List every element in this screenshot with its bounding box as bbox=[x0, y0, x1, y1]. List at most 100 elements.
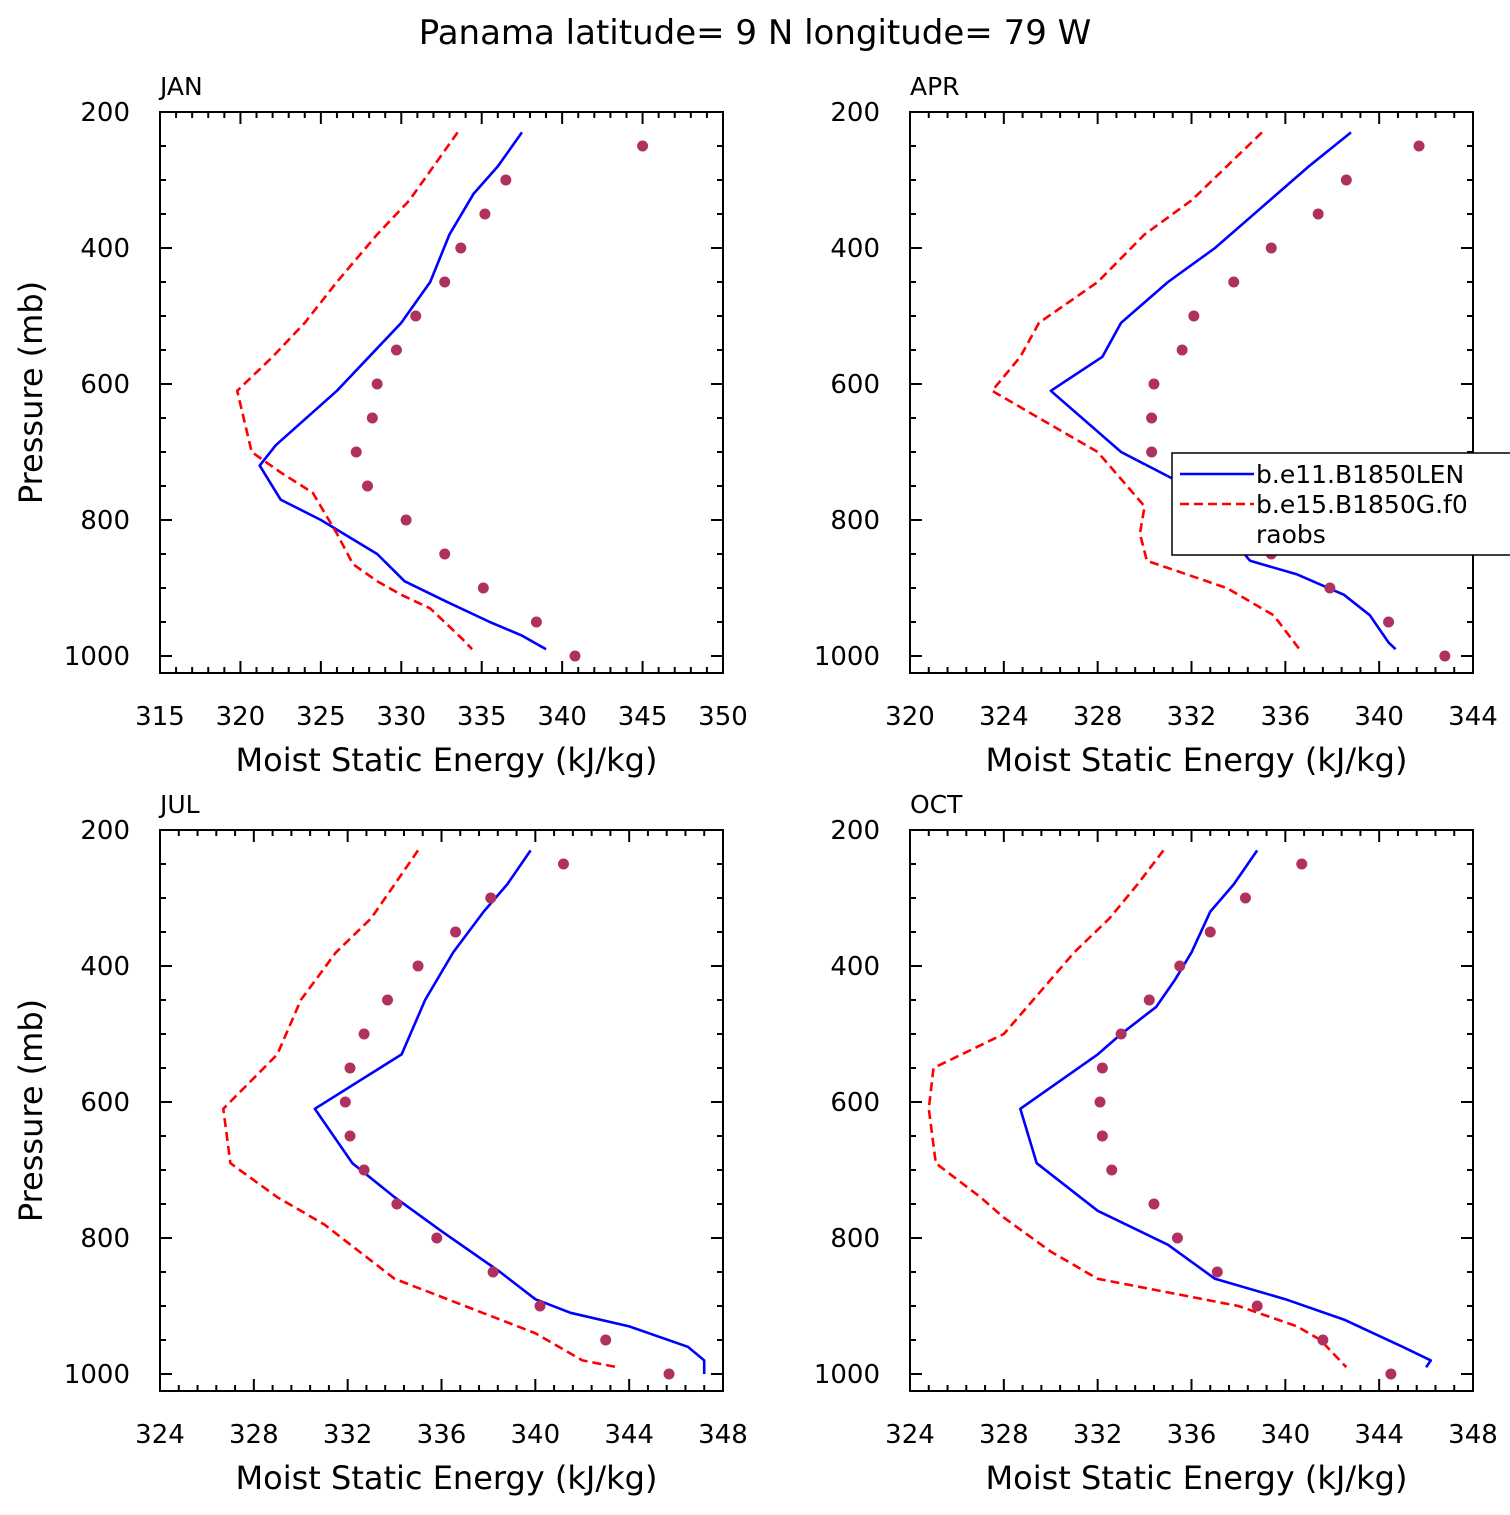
raobs-point bbox=[455, 242, 467, 254]
raobs-point bbox=[1106, 1164, 1118, 1176]
raobs-point bbox=[663, 1368, 675, 1380]
raobs-point bbox=[431, 1232, 443, 1244]
raobs-point bbox=[344, 1062, 356, 1074]
x-tick-label: 348 bbox=[1448, 1420, 1498, 1450]
x-tick-label: 344 bbox=[1354, 1420, 1404, 1450]
panel-apr: 320 324 328 332 336 340 344 200 400 600 800 1000 APR… bbox=[814, 72, 1498, 779]
y-tick-label: 200 bbox=[830, 98, 880, 128]
x-tick-label: 315 bbox=[135, 702, 185, 732]
series-line-b-e15 bbox=[235, 131, 474, 651]
raobs-point bbox=[1148, 378, 1160, 390]
x-tick-label: 325 bbox=[296, 702, 346, 732]
y-tick-label: 400 bbox=[80, 952, 130, 982]
legend-label: b.e15.B1850G.f0 bbox=[1256, 490, 1468, 519]
y-tick-label: 600 bbox=[80, 370, 130, 400]
x-tick-label: 344 bbox=[604, 1420, 654, 1450]
x-tick-label: 324 bbox=[885, 1420, 935, 1450]
x-tick-label: 330 bbox=[376, 702, 426, 732]
main-title: Panama latitude= 9 N longitude= 79 W bbox=[419, 13, 1092, 53]
x-tick-label: 340 bbox=[1261, 1420, 1311, 1450]
raobs-point bbox=[1239, 892, 1251, 904]
x-tick-label: 324 bbox=[979, 702, 1029, 732]
raobs-point bbox=[350, 446, 362, 458]
raobs-point bbox=[362, 480, 374, 492]
x-tick-label: 345 bbox=[618, 702, 668, 732]
raobs-point bbox=[366, 412, 378, 424]
raobs-point bbox=[637, 140, 649, 152]
raobs-point bbox=[400, 514, 412, 526]
raobs-point bbox=[1094, 1096, 1106, 1108]
x-tick-label: 332 bbox=[1073, 1420, 1123, 1450]
raobs-point bbox=[1383, 616, 1395, 628]
raobs-point bbox=[477, 582, 489, 594]
x-axis-label: Moist Static Energy (kJ/kg) bbox=[986, 741, 1408, 779]
raobs-point bbox=[412, 960, 424, 972]
series-line-b-e11 bbox=[258, 131, 547, 651]
series-line-b-e15 bbox=[222, 849, 618, 1369]
y-tick-label: 200 bbox=[80, 816, 130, 846]
raobs-point bbox=[1413, 140, 1425, 152]
series-line-b-e15 bbox=[990, 131, 1301, 650]
plot-frame bbox=[909, 829, 1474, 1392]
x-tick-label: 340 bbox=[537, 702, 587, 732]
raobs-point bbox=[1174, 960, 1186, 972]
x-tick-label: 332 bbox=[1167, 702, 1217, 732]
raobs-point bbox=[410, 310, 422, 322]
x-tick-label: 336 bbox=[417, 1420, 467, 1450]
x-tick-label: 320 bbox=[885, 702, 935, 732]
y-axis-label: Pressure (mb) bbox=[12, 281, 50, 504]
plot-frame bbox=[159, 829, 724, 1392]
y-tick-label: 200 bbox=[80, 98, 130, 128]
raobs-point bbox=[1324, 582, 1336, 594]
y-tick-label: 600 bbox=[80, 1088, 130, 1118]
raobs-point bbox=[1385, 1368, 1397, 1380]
x-tick-label: 335 bbox=[457, 702, 507, 732]
raobs-point bbox=[439, 276, 451, 288]
y-tick-label: 400 bbox=[830, 952, 880, 982]
y-tick-label: 800 bbox=[830, 1224, 880, 1254]
y-tick-label: 1000 bbox=[64, 1360, 130, 1390]
x-tick-label: 320 bbox=[216, 702, 266, 732]
x-tick-label: 336 bbox=[1261, 702, 1311, 732]
x-tick-label: 328 bbox=[979, 1420, 1029, 1450]
raobs-point bbox=[600, 1334, 612, 1346]
raobs-point bbox=[1146, 412, 1158, 424]
raobs-point bbox=[450, 926, 462, 938]
y-axis-label: Pressure (mb) bbox=[12, 999, 50, 1222]
raobs-point bbox=[530, 616, 542, 628]
y-tick-label: 800 bbox=[80, 506, 130, 536]
x-tick-label: 340 bbox=[511, 1420, 561, 1450]
y-tick-label: 1000 bbox=[814, 642, 880, 672]
raobs-point bbox=[1096, 1062, 1108, 1074]
raobs-point bbox=[1204, 926, 1216, 938]
raobs-point bbox=[391, 1198, 403, 1210]
y-tick-label: 1000 bbox=[64, 642, 130, 672]
series-line-b-e11 bbox=[1049, 131, 1397, 651]
raobs-point bbox=[1115, 1028, 1127, 1040]
legend-label: raobs bbox=[1256, 520, 1326, 549]
raobs-point bbox=[500, 174, 512, 186]
panel-label: JUL bbox=[158, 790, 200, 819]
raobs-point bbox=[1211, 1266, 1223, 1278]
raobs-point bbox=[382, 994, 394, 1006]
y-tick-label: 200 bbox=[830, 816, 880, 846]
raobs-point bbox=[358, 1028, 370, 1040]
series-line-b-e11 bbox=[1018, 849, 1433, 1368]
raobs-point bbox=[1096, 1130, 1108, 1142]
series-line-b-e11 bbox=[313, 849, 706, 1374]
y-tick-label: 800 bbox=[80, 1224, 130, 1254]
raobs-point bbox=[390, 344, 402, 356]
x-axis-label: Moist Static Energy (kJ/kg) bbox=[236, 1459, 658, 1497]
raobs-point bbox=[557, 858, 569, 870]
raobs-point bbox=[479, 208, 491, 220]
raobs-point bbox=[485, 892, 497, 904]
x-tick-label: 336 bbox=[1167, 1420, 1217, 1450]
y-tick-label: 600 bbox=[830, 370, 880, 400]
raobs-point bbox=[1340, 174, 1352, 186]
x-tick-label: 350 bbox=[698, 702, 748, 732]
panel-jan: 315 320 325 330 335 340 345 350 200 400 600 800 1000… bbox=[12, 72, 748, 779]
y-tick-label: 400 bbox=[80, 234, 130, 264]
raobs-point bbox=[1265, 242, 1277, 254]
raobs-point bbox=[358, 1164, 370, 1176]
